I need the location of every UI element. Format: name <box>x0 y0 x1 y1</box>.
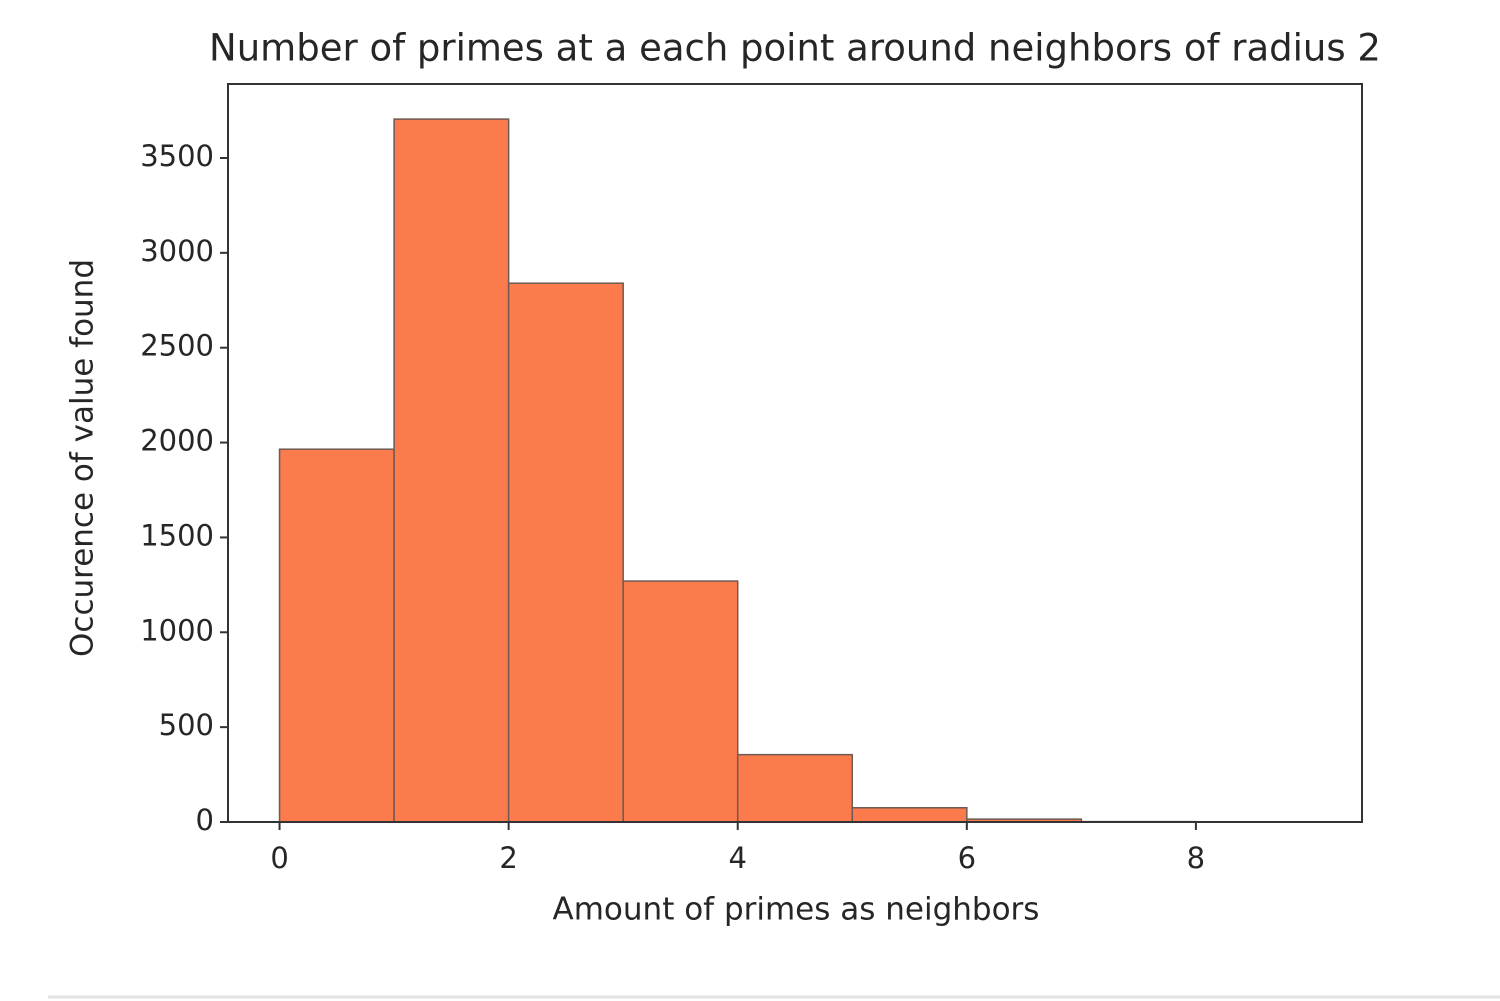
y-tick-label: 3500 <box>140 139 214 173</box>
y-tick-label: 2500 <box>140 329 214 363</box>
bar <box>851 807 968 823</box>
y-tick-label: 2000 <box>140 424 214 458</box>
x-axis-label: Amount of primes as neighbors <box>553 892 1040 928</box>
bar <box>278 448 395 823</box>
x-tick-label: 4 <box>729 841 747 875</box>
y-tick-label: 3000 <box>140 234 214 268</box>
bar <box>736 753 854 823</box>
bar <box>393 118 510 823</box>
x-tick-label: 0 <box>270 841 288 875</box>
bar <box>622 580 739 823</box>
y-tick-label: 1000 <box>140 613 214 647</box>
y-axis-label: Occurence of value found <box>65 259 101 657</box>
x-tick-label: 8 <box>1187 841 1205 875</box>
x-tick-label: 2 <box>499 841 517 875</box>
y-tick-label: 1500 <box>140 518 214 552</box>
chart-title: Number of primes at a each point around … <box>209 27 1381 70</box>
y-tick-label: 0 <box>196 803 214 837</box>
y-tick-label: 500 <box>159 708 214 742</box>
bar <box>507 282 624 823</box>
x-tick-label: 6 <box>958 841 976 875</box>
plot-frame <box>227 83 1363 823</box>
